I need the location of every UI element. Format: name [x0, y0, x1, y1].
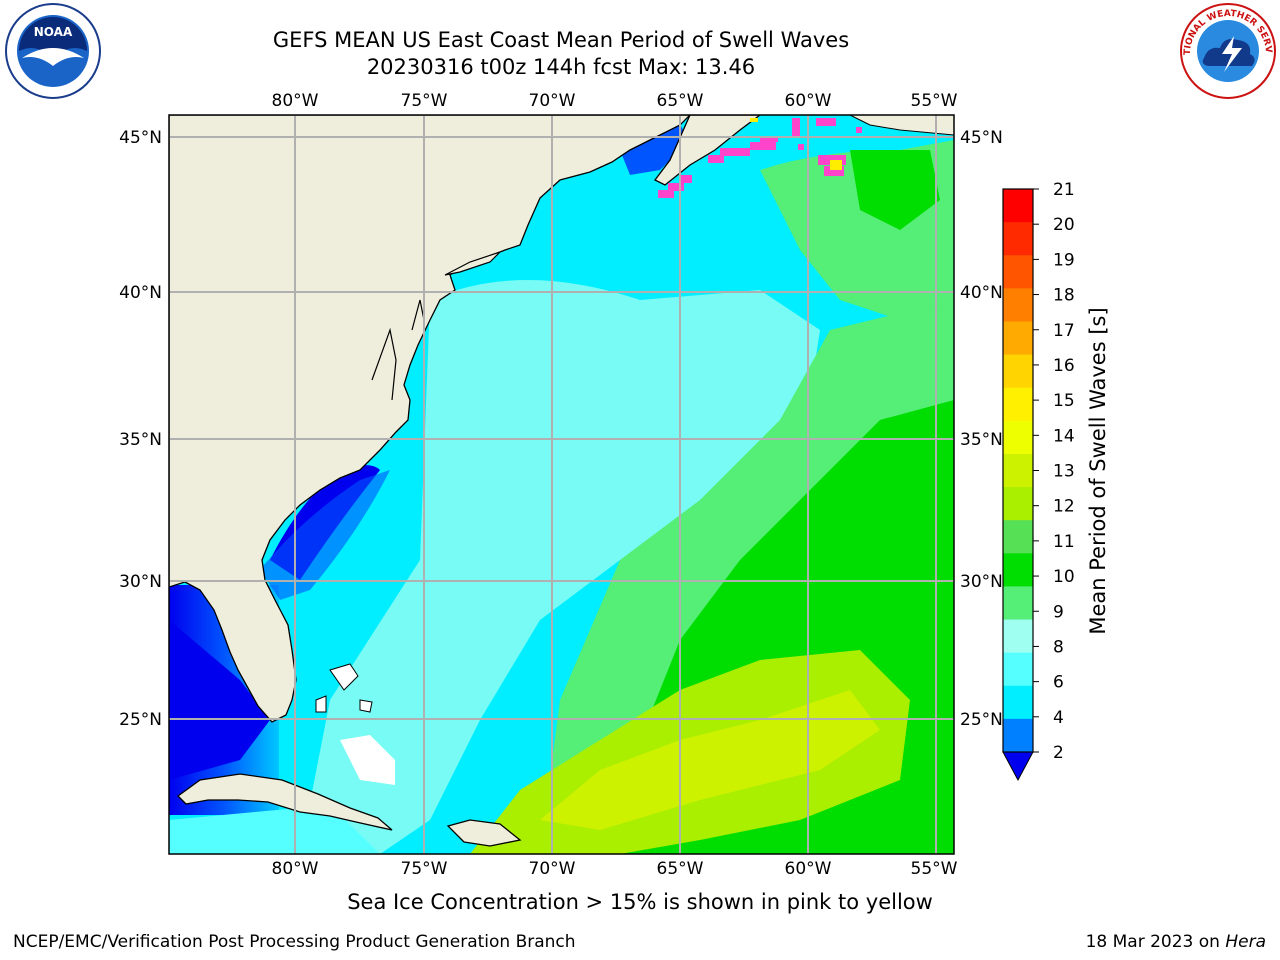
footer-host: Hera — [1225, 932, 1266, 952]
lon-label-bottom: 70°W — [529, 859, 576, 879]
lat-label-left: 30°N — [119, 572, 162, 592]
sea-ice-note: Sea Ice Concentration > 15% is shown in … — [347, 890, 933, 914]
colorbar-swatch — [1003, 354, 1033, 389]
lat-label-left: 40°N — [119, 283, 162, 303]
colorbar-swatch — [1003, 255, 1033, 289]
lon-label-bottom: 80°W — [272, 859, 319, 879]
colorbar-swatch — [1003, 586, 1033, 621]
colorbar-title: Mean Period of Swell Waves [s] — [1086, 307, 1110, 634]
colorbar-tick-label: 20 — [1053, 215, 1075, 235]
lat-label-right: 40°N — [960, 283, 1003, 303]
colorbar-swatch — [1003, 288, 1033, 322]
colorbar-tick-label: 17 — [1053, 321, 1075, 341]
colorbar-swatch — [1003, 321, 1033, 356]
lon-label-bottom: 55°W — [911, 859, 958, 879]
lon-label-bottom: 65°W — [657, 859, 704, 879]
colorbar-tick-label: 11 — [1053, 532, 1075, 552]
colorbar-tick-label: 9 — [1053, 602, 1064, 622]
lon-label-top: 55°W — [911, 91, 958, 111]
chart-title: GEFS MEAN US East Coast Mean Period of S… — [272, 28, 850, 52]
noaa-logo-icon: NOAA — [5, 3, 101, 99]
lat-label-left: 35°N — [119, 430, 162, 450]
lon-label-top: 60°W — [785, 91, 832, 111]
footer-credit: NCEP/EMC/Verification Post Processing Pr… — [13, 932, 576, 952]
colorbar-swatch — [1003, 619, 1033, 654]
colorbar-tick-label: 19 — [1053, 250, 1075, 270]
lat-label-right: 35°N — [960, 430, 1003, 450]
colorbar-tick-label: 16 — [1053, 356, 1075, 376]
colorbar-tick-label: 4 — [1053, 708, 1064, 728]
lon-label-top: 75°W — [401, 91, 448, 111]
nws-logo-icon: NATIONAL WEATHER SERVICE — [1178, 2, 1276, 99]
map-frame — [168, 114, 955, 855]
colorbar-tick-label: 12 — [1053, 497, 1075, 517]
map-area — [169, 115, 954, 854]
lon-label-top: 80°W — [272, 91, 319, 111]
lon-label-top: 65°W — [657, 91, 704, 111]
colorbar-tick-label: 18 — [1053, 286, 1075, 306]
colorbar-tick-label: 10 — [1053, 567, 1075, 587]
chart-subtitle: 20230316 t00z 144h fcst Max: 13.46 — [366, 55, 756, 79]
colorbar-tick-label: 6 — [1053, 673, 1064, 693]
colorbar-swatch — [1003, 222, 1033, 256]
colorbar-swatch — [1003, 718, 1033, 753]
lat-label-left: 45°N — [119, 128, 162, 148]
colorbar-swatch — [1003, 553, 1033, 587]
colorbar-tick-label: 8 — [1053, 637, 1064, 657]
colorbar-swatch — [1003, 189, 1033, 223]
lon-label-top: 70°W — [529, 91, 576, 111]
colorbar-swatch — [1003, 420, 1033, 455]
colorbar-swatch — [1003, 685, 1033, 720]
map-gridlines — [169, 115, 954, 854]
noaa-logo-text: NOAA — [34, 25, 73, 39]
colorbar-swatch — [1003, 652, 1033, 687]
footer-date: 18 Mar 2023 on Hera — [1086, 932, 1266, 952]
colorbar-tick-label: 2 — [1053, 743, 1064, 763]
lat-label-left: 25°N — [119, 710, 162, 730]
colorbar-swatch — [1003, 487, 1033, 521]
lat-label-right: 25°N — [960, 710, 1003, 730]
colorbar-extend-arrow — [1002, 751, 1034, 782]
lat-label-right: 45°N — [960, 128, 1003, 148]
lon-label-bottom: 75°W — [401, 859, 448, 879]
colorbar-tick-label: 14 — [1053, 426, 1075, 446]
lon-label-bottom: 60°W — [785, 859, 832, 879]
lat-label-right: 30°N — [960, 572, 1003, 592]
colorbar-tick-label: 15 — [1053, 391, 1075, 411]
footer-date-text: 18 Mar 2023 on — [1085, 932, 1226, 952]
colorbar-swatch — [1003, 520, 1033, 554]
colorbar: 21 20 19 18 17 16 15 14 13 12 11 10 9 8 6 4 2 Mean Perio… — [1002, 180, 1110, 782]
colorbar-swatch — [1003, 387, 1033, 422]
colorbar-tick-label: 21 — [1053, 180, 1075, 200]
colorbar-tick-label: 13 — [1053, 462, 1075, 482]
colorbar-swatch — [1003, 453, 1033, 488]
